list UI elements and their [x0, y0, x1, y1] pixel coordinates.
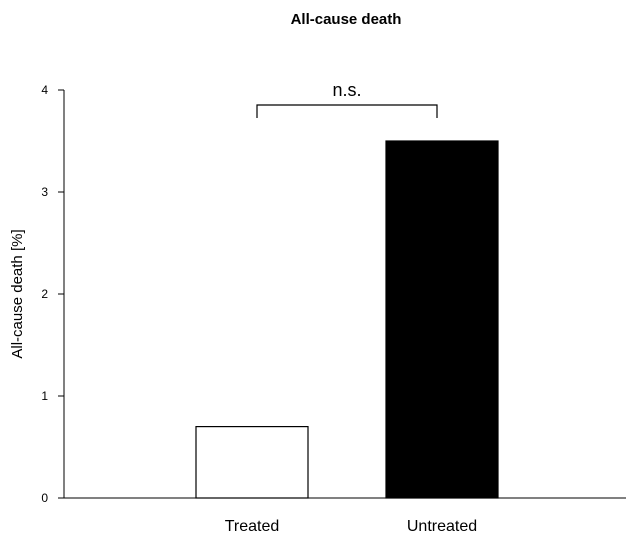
- bar-untreated: [385, 140, 499, 499]
- bars: [195, 140, 499, 499]
- axes: [63, 90, 626, 499]
- y-tick-label: 3: [41, 185, 48, 199]
- chart-title: All-cause death: [291, 11, 402, 28]
- y-tick-label: 4: [41, 83, 48, 97]
- bar-treated: [195, 426, 309, 499]
- significance-annotation: n.s.: [256, 80, 438, 118]
- significance-bracket: [256, 104, 438, 118]
- y-tick-label: 0: [41, 491, 48, 505]
- x-tick-label: Untreated: [407, 518, 477, 535]
- y-axis-label: All-cause death [%]: [9, 229, 26, 358]
- y-tick-label: 2: [41, 287, 48, 301]
- x-tick-label: Treated: [225, 518, 280, 535]
- significance-label: n.s.: [332, 80, 361, 100]
- y-tick-label: 1: [41, 389, 48, 403]
- category-labels: Treated Untreated: [225, 518, 477, 535]
- y-ticks: 0 1 2 3 4: [41, 83, 64, 505]
